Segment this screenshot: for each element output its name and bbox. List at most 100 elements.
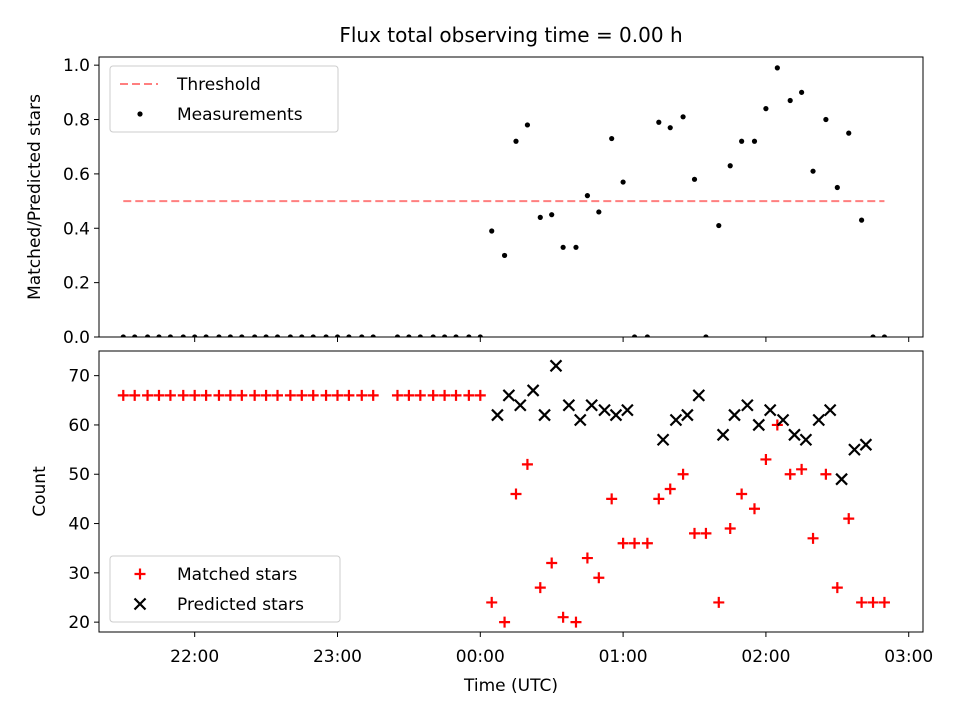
matched-stars-point — [320, 389, 332, 401]
legend-measurements-label: Measurements — [177, 105, 303, 125]
ratio-panel-legend: Threshold Measurements — [109, 65, 339, 133]
matched-stars-point — [856, 596, 868, 608]
matched-stars-point — [820, 468, 832, 480]
matched-stars-point — [439, 389, 451, 401]
measurements-point — [787, 97, 793, 104]
predicted-stars-point — [656, 433, 670, 447]
matched-stars-point — [641, 537, 653, 549]
legend-predicted-stars-swatch — [133, 597, 147, 611]
measurements-point — [287, 334, 293, 337]
measurements-point — [430, 334, 436, 337]
measurements-point — [584, 193, 591, 199]
predicted-stars-point — [621, 403, 634, 417]
measurements-point — [870, 334, 876, 337]
count-panel-x-ticks: 22:00 23:00 00:00 01:00 02:00 03:00 — [170, 632, 933, 667]
predicted-stars-point — [692, 389, 706, 402]
measurements-point — [620, 179, 626, 185]
matched-stars-point — [521, 458, 533, 470]
predicted-stars-point — [812, 413, 826, 427]
matched-stars-point — [356, 389, 368, 401]
measurements-point — [774, 65, 780, 71]
matched-stars-point — [474, 389, 486, 401]
predicted-stars-point — [752, 418, 766, 432]
ratio-panel-y-ticks: 0.0 0.2 0.4 0.6 0.8 1.0 — [63, 56, 99, 348]
predicted-stars-point — [669, 413, 683, 427]
matched-stars-point — [307, 389, 319, 401]
matched-stars-point — [343, 389, 355, 401]
x-tick-label: 00:00 — [456, 647, 505, 667]
measurements-point — [359, 334, 365, 337]
matched-stars-point — [224, 389, 236, 401]
measurements-point — [489, 228, 495, 234]
measurements-point — [501, 252, 508, 259]
measurements-point — [299, 334, 305, 337]
measurements-point — [881, 334, 888, 337]
measurements-point — [156, 334, 162, 337]
predicted-stars-point — [491, 408, 504, 422]
matched-stars-point — [534, 582, 546, 594]
measurements-point — [644, 334, 650, 337]
measurements-point — [263, 334, 269, 337]
predicted-stars-point — [585, 398, 598, 412]
y-tick-label: 0.4 — [63, 219, 90, 239]
matched-stars-point — [272, 389, 284, 401]
predicted-stars-point — [823, 403, 837, 417]
measurements-point — [596, 209, 602, 215]
measurements-point — [323, 334, 329, 337]
legend-predicted-stars-label: Predicted stars — [177, 595, 304, 615]
matched-stars-point — [510, 488, 522, 500]
matched-stars-point — [177, 389, 189, 401]
matched-stars-point — [296, 389, 308, 401]
measurements-point — [763, 106, 769, 112]
measurements-point — [192, 334, 198, 337]
matched-stars-point — [249, 389, 261, 401]
y-tick-label: 40 — [68, 515, 90, 535]
legend-box — [109, 555, 341, 623]
predicted-stars-point — [609, 408, 623, 422]
measurements-point — [441, 334, 448, 337]
predicted-stars-point — [776, 413, 790, 427]
x-tick-label: 22:00 — [170, 647, 219, 667]
y-tick-label: 70 — [68, 367, 90, 387]
y-tick-label: 20 — [68, 613, 90, 633]
count-panel: 20 30 40 50 60 70 22:00 23:00 00:00 01:00 02:00 03… — [30, 350, 933, 667]
measurements-point — [417, 334, 423, 337]
y-tick-label: 0.2 — [63, 274, 90, 294]
matched-stars-point — [189, 389, 201, 401]
y-tick-label: 30 — [68, 564, 90, 584]
matched-stars-point — [486, 596, 498, 608]
measurements-point — [310, 334, 316, 337]
predicted-stars-point — [526, 384, 540, 397]
measurements-point — [466, 334, 472, 337]
measurements-point — [560, 244, 566, 250]
matched-stars-point — [153, 389, 165, 401]
matched-stars-point — [843, 513, 855, 525]
matched-stars-point — [796, 463, 808, 475]
measurements-point — [703, 334, 709, 337]
predicted-stars-point — [728, 408, 741, 422]
predicted-stars-point — [763, 403, 777, 417]
matched-stars-point — [760, 453, 772, 465]
matched-stars-point — [878, 596, 890, 608]
matched-stars-point — [653, 493, 665, 505]
matched-stars-point — [557, 611, 569, 623]
matched-stars-point — [499, 616, 511, 628]
matched-stars-point — [807, 532, 819, 544]
matched-stars-point — [129, 389, 141, 401]
measurements-point — [334, 334, 341, 337]
y-tick-label: 0.8 — [63, 111, 90, 131]
count-panel-marks — [117, 359, 890, 628]
measurements-point — [751, 138, 758, 144]
measurements-point — [227, 334, 233, 337]
y-tick-label: 50 — [68, 465, 90, 485]
x-tick-label: 02:00 — [741, 647, 790, 667]
y-tick-label: 0.0 — [63, 328, 90, 348]
predicted-stars-point — [799, 433, 813, 447]
measurements-point — [252, 334, 258, 337]
matched-stars-point — [713, 596, 725, 608]
matched-stars-point — [831, 582, 843, 594]
measurements-point — [858, 217, 865, 223]
measurements-point — [132, 334, 138, 337]
measurements-point — [716, 222, 722, 229]
matched-stars-point — [664, 483, 676, 495]
